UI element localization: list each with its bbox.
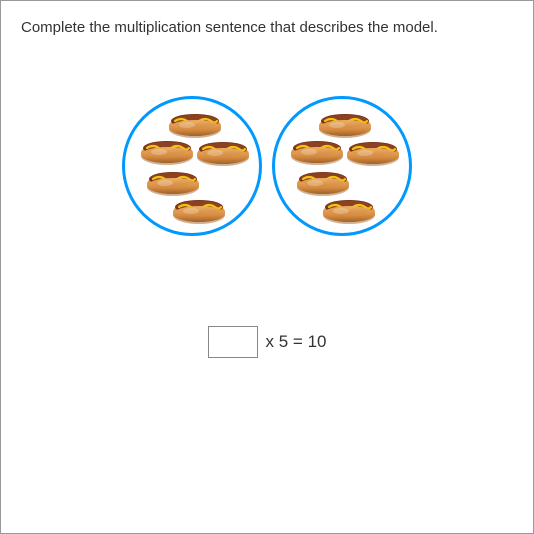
hotdog-icon [345,139,401,167]
model-area [21,96,513,236]
hotdog-item [195,139,251,167]
equation-row: x 5 = 10 [21,326,513,358]
hotdog-icon [195,139,251,167]
hotdog-icon [139,138,195,166]
equation-expression: x 5 = 10 [266,332,327,352]
answer-input[interactable] [208,326,258,358]
hotdog-item [145,169,201,197]
hotdog-icon [317,111,373,139]
hotdog-icon [145,169,201,197]
hotdog-icon [321,197,377,225]
hotdog-item [289,138,345,166]
hotdog-item [321,197,377,225]
hotdog-item [345,139,401,167]
question-text: Complete the multiplication sentence tha… [21,19,513,36]
hotdog-item [317,111,373,139]
hotdog-item [139,138,195,166]
group-circle [122,96,262,236]
hotdog-item [295,169,351,197]
hotdog-item [171,197,227,225]
hotdog-icon [167,111,223,139]
group-circle [272,96,412,236]
hotdog-item [167,111,223,139]
worksheet-frame: Complete the multiplication sentence tha… [0,0,534,534]
hotdog-icon [289,138,345,166]
hotdog-icon [295,169,351,197]
hotdog-icon [171,197,227,225]
